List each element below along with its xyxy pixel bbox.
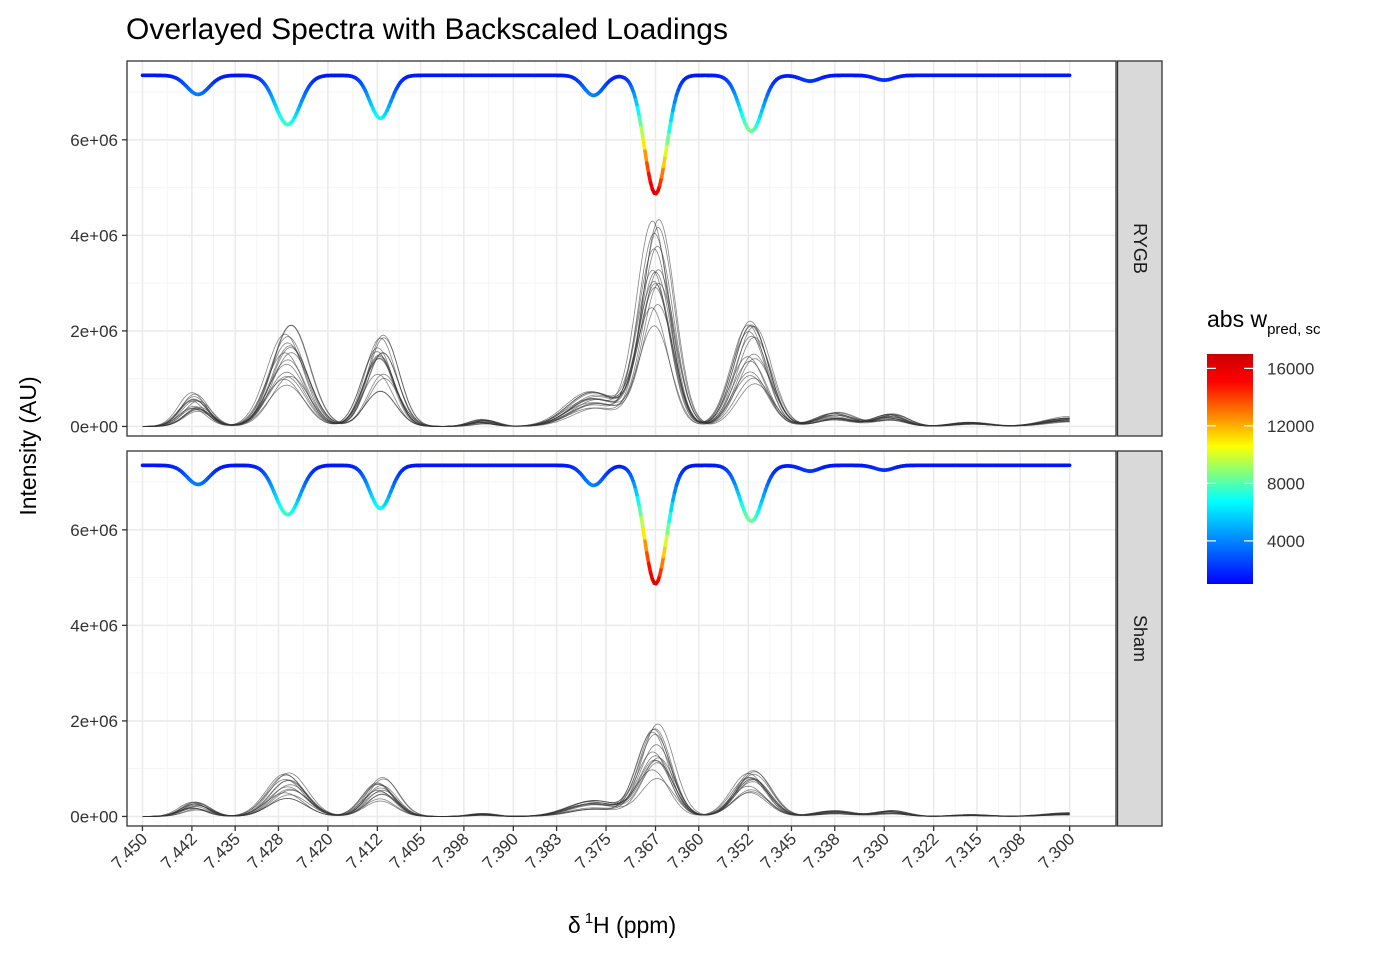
x-tick-label: 7.435 [200, 829, 244, 873]
loadings-segment [639, 125, 645, 141]
y-axis-title: Intensity (AU) [15, 376, 41, 515]
facet-strip [1116, 450, 1163, 827]
x-axis-title-superscript: 1 [585, 910, 593, 927]
y-tick-label: 0e+00 [70, 807, 118, 826]
x-tick-label: 7.315 [942, 829, 986, 873]
x-tick-label: 7.345 [757, 829, 801, 873]
x-tick-label: 7.442 [157, 829, 201, 873]
x-tick-label: 7.352 [714, 829, 758, 873]
loadings-segment [639, 515, 645, 532]
loadings-segment [663, 531, 670, 547]
loadings-segment [665, 519, 671, 536]
x-tick-label: 7.450 [108, 829, 152, 873]
x-tick-label: 7.375 [571, 829, 615, 873]
panel-border [126, 450, 1117, 827]
x-axis: 7.450 7.442 7.435 7.428 7.420 7.412 7.405 7.398… [108, 826, 1079, 873]
loadings-curve [140, 73, 1072, 196]
loadings-segment [663, 141, 670, 157]
y-tick-label: 6e+06 [70, 131, 118, 150]
x-tick-label: 7.420 [293, 829, 337, 873]
facet-strip-label: RYGB [1130, 223, 1150, 274]
legend-ticks: 4000 8000 12000 16000 [1207, 359, 1314, 551]
loadings-segment [667, 118, 673, 134]
x-tick-label: 7.428 [244, 829, 288, 873]
x-tick-label: 7.412 [343, 829, 387, 873]
x-tick-label: 7.308 [985, 829, 1029, 873]
y-tick-label: 4e+06 [70, 616, 118, 635]
panel-border [126, 60, 1117, 437]
spectrum-line [142, 269, 1070, 427]
loadings-segment [667, 508, 673, 524]
legend-title: abs wpred, sc [1207, 306, 1321, 338]
x-tick-label: 7.330 [850, 829, 894, 873]
y-tick-label: 4e+06 [70, 226, 118, 245]
loadings-segment [644, 551, 651, 566]
color-legend: abs wpred, sc 4000 8000 12000 16000 [1207, 306, 1321, 584]
x-axis-title: δ 1H (ppm) [568, 910, 676, 938]
x-tick-label: 7.300 [1035, 829, 1079, 873]
panel-background [127, 61, 1116, 436]
x-tick-label: 7.383 [522, 829, 566, 873]
x-tick-label: 7.360 [664, 829, 708, 873]
x-tick-label: 7.390 [479, 829, 523, 873]
legend-tick-label: 4000 [1267, 532, 1305, 551]
x-tick-label: 7.405 [386, 829, 430, 873]
facet-strip [1116, 60, 1163, 437]
loadings-segment [661, 153, 668, 169]
legend-tick-label: 16000 [1267, 359, 1314, 378]
x-tick-label: 7.338 [800, 829, 844, 873]
spectrum-line [142, 731, 1070, 817]
x-axis-title-delta: δ [568, 912, 581, 938]
loadings-segment [665, 129, 671, 145]
panel-sham: Sham 0e+00 2e+06 4e+06 6e+06 [70, 450, 1163, 827]
legend-tick-label: 12000 [1267, 417, 1314, 436]
x-tick-label: 7.367 [621, 829, 665, 873]
legend-colorbar [1207, 354, 1253, 584]
legend-tick-label: 8000 [1267, 474, 1305, 493]
y-tick-label: 2e+06 [70, 322, 118, 341]
y-tick-label: 6e+06 [70, 521, 118, 540]
legend-title-subscript: pred, sc [1267, 321, 1321, 338]
x-tick-label: 7.322 [899, 829, 943, 873]
loadings-segment [661, 543, 668, 559]
facet-strip-label: Sham [1130, 615, 1150, 662]
panel-background [127, 451, 1116, 826]
facet-panels: RYGB 0e+00 2e+06 4e+06 6e+06 Sham 0e+00 2e+06 4e… [70, 60, 1163, 827]
loadings-segment [643, 149, 649, 165]
loadings-curve [140, 463, 1072, 586]
spectrum-line [142, 770, 1070, 817]
panel-rygb: RYGB 0e+00 2e+06 4e+06 6e+06 [70, 60, 1163, 437]
legend-title-main: abs w [1207, 306, 1267, 332]
x-axis-title-unit: H (ppm) [593, 912, 676, 938]
loadings-segment [641, 527, 647, 544]
x-tick-label: 7.398 [429, 829, 473, 873]
loadings-segment [643, 539, 649, 555]
y-tick-label: 2e+06 [70, 712, 118, 731]
loadings-segment [644, 161, 651, 176]
chart-title: Overlayed Spectra with Backscaled Loadin… [126, 13, 728, 46]
loadings-segment [641, 137, 647, 153]
y-tick-label: 0e+00 [70, 417, 118, 436]
